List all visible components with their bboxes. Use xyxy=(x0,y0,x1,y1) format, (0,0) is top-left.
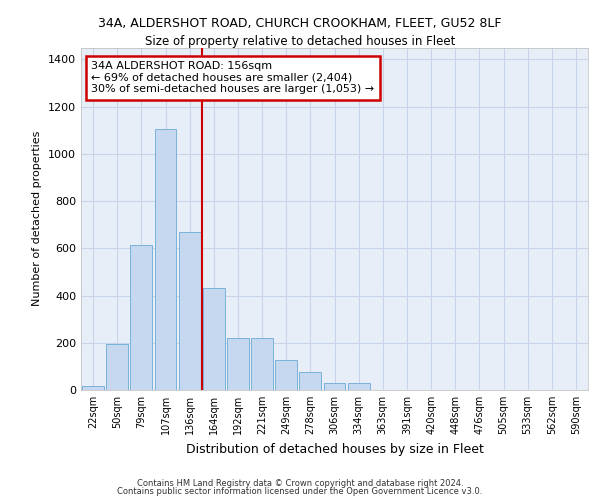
Text: 34A, ALDERSHOT ROAD, CHURCH CROOKHAM, FLEET, GU52 8LF: 34A, ALDERSHOT ROAD, CHURCH CROOKHAM, FL… xyxy=(98,18,502,30)
Bar xyxy=(348,383,370,390)
Bar xyxy=(203,288,224,390)
Bar xyxy=(130,244,152,390)
Text: Contains public sector information licensed under the Open Government Licence v3: Contains public sector information licen… xyxy=(118,487,482,496)
Bar xyxy=(323,383,346,390)
Bar xyxy=(179,232,200,390)
Bar xyxy=(155,129,176,390)
Bar xyxy=(82,386,104,390)
Bar xyxy=(299,372,321,390)
Text: Contains HM Land Registry data © Crown copyright and database right 2024.: Contains HM Land Registry data © Crown c… xyxy=(137,478,463,488)
Bar xyxy=(106,344,128,390)
Y-axis label: Number of detached properties: Number of detached properties xyxy=(32,131,43,306)
Text: 34A ALDERSHOT ROAD: 156sqm
← 69% of detached houses are smaller (2,404)
30% of s: 34A ALDERSHOT ROAD: 156sqm ← 69% of deta… xyxy=(91,61,374,94)
Text: Size of property relative to detached houses in Fleet: Size of property relative to detached ho… xyxy=(145,35,455,48)
Bar xyxy=(251,338,273,390)
Bar xyxy=(275,360,297,390)
Bar xyxy=(227,338,249,390)
X-axis label: Distribution of detached houses by size in Fleet: Distribution of detached houses by size … xyxy=(185,442,484,456)
